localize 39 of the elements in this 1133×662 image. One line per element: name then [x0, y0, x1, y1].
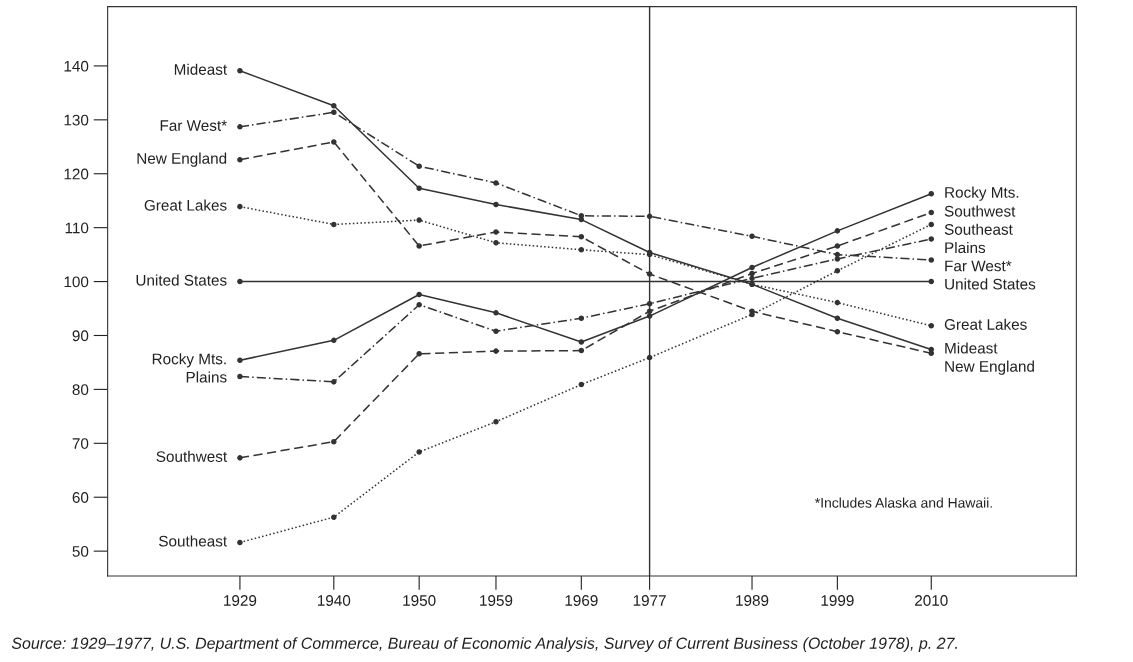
- y-tick-label: 80: [72, 384, 89, 396]
- y-tick-label: 100: [64, 276, 89, 288]
- y-tick-label: 60: [72, 492, 89, 503]
- y-tick-label: 140: [64, 60, 89, 72]
- y-tick-label: 120: [64, 168, 89, 180]
- series-label: New England: [137, 152, 227, 167]
- series-label: Plains: [186, 371, 227, 383]
- x-tick-label: 1999: [821, 595, 854, 606]
- text: Plains: [945, 241, 986, 254]
- y-tick-label: 110: [65, 222, 89, 234]
- x-tick-label: 1969: [565, 595, 598, 606]
- text: Rocky Mts.: [152, 353, 226, 368]
- y-tick-label: 90: [72, 330, 89, 342]
- x-tick-label: 1989: [736, 595, 769, 606]
- text: Great Lakes: [944, 318, 1027, 330]
- text: Southwest: [944, 205, 1016, 217]
- series-label: Mideast: [174, 63, 228, 75]
- series-label: Southwest: [156, 450, 228, 462]
- series-label: United States: [136, 274, 227, 286]
- x-tick-label: 1959: [480, 595, 513, 606]
- y-tick-label: 50: [72, 546, 89, 557]
- series-label: Great Lakes: [144, 199, 227, 211]
- text: Mideast: [945, 342, 998, 354]
- x-tick-label: 1977: [633, 595, 666, 606]
- x-tick-label: 1940: [317, 595, 351, 606]
- text: Far West*: [945, 260, 1012, 272]
- x-tick-label: 1950: [403, 595, 436, 606]
- text: United States: [945, 278, 1036, 290]
- series-label: Far West*: [160, 120, 227, 131]
- x-tick-label: 1929: [224, 595, 257, 606]
- source-note: Source: 1929–1977, U.S. Department of Commerce, Bureau of Economic Analysis, Survey of Current Business (October 1978), p. 27.: [11, 637, 957, 653]
- text: New England: [945, 360, 1034, 375]
- annotation: *Includes Alaska and Hawaii.: [815, 497, 992, 508]
- series-label: Rocky Mts.: [945, 186, 1019, 201]
- y-tick-label: 70: [72, 438, 89, 449]
- y-tick-label: 130: [64, 114, 89, 126]
- x-tick-label: 2010: [915, 595, 948, 606]
- series-label: Southeast: [159, 535, 228, 547]
- text: Southeast: [944, 223, 1013, 235]
